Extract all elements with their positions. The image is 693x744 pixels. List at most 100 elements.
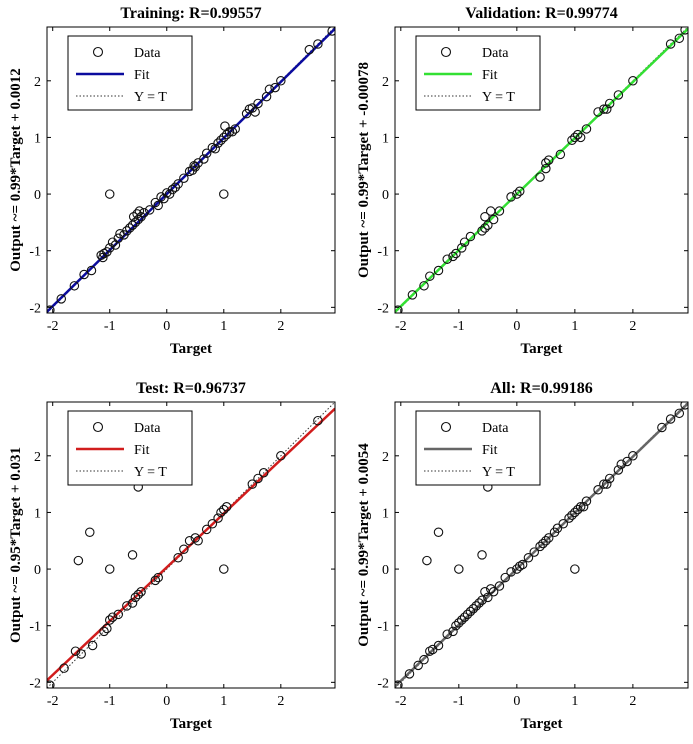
- training-data-point: [159, 193, 169, 204]
- training-legend-label: Data: [134, 46, 161, 61]
- training-data-point: [201, 148, 212, 159]
- test-data-point: [193, 536, 203, 546]
- test-x-axis-label: Target: [170, 716, 212, 732]
- test-title: Test: R=0.96737: [136, 380, 246, 397]
- validation-data-point: [680, 27, 688, 35]
- validation-y-tick-label: 2: [382, 75, 389, 90]
- training-data-point: [170, 182, 181, 193]
- test-y-axis-label: Output ~= 0.95*Target + 0.031: [8, 447, 24, 643]
- test-data-point: [47, 680, 55, 688]
- validation-data-point: [570, 132, 580, 143]
- validation-data-point: [494, 206, 505, 216]
- test-data-point: [104, 615, 115, 625]
- all-data-point: [552, 523, 563, 534]
- all-y-tick-label: -1: [377, 620, 389, 635]
- all-panel: -2 -1 0 1 2 -2 -1 0 1 2 All: R=0.99186 Target Output…: [356, 380, 689, 732]
- all-data-point: [413, 660, 423, 671]
- validation-data-point: [459, 237, 470, 247]
- all-data-point: [628, 451, 638, 461]
- training-data-point: [227, 127, 238, 137]
- validation-data-point: [541, 163, 551, 174]
- training-x-axis-label: Target: [170, 341, 212, 357]
- all-x-tick-label: -1: [453, 694, 465, 709]
- training-data-point: [113, 233, 124, 243]
- validation-axes-frame: [394, 26, 689, 314]
- validation-data-point: [395, 305, 403, 313]
- validation-data-point: [483, 220, 493, 230]
- all-data-point: [523, 552, 534, 563]
- training-data-point: [122, 226, 132, 236]
- all-data-point: [395, 680, 403, 688]
- all-data-point: [433, 640, 444, 651]
- training-data-point: [216, 135, 226, 146]
- validation-data-point: [477, 226, 487, 236]
- all-data-point: [604, 473, 615, 484]
- all-data-point: [599, 479, 609, 489]
- all-y-tick-label: 0: [382, 563, 389, 578]
- training-data-point: [221, 129, 232, 140]
- training-data-point: [150, 197, 161, 208]
- all-data-point: [506, 567, 516, 577]
- validation-data-point: [628, 76, 638, 86]
- test-data-point: [190, 533, 201, 543]
- test-data-point: [179, 544, 189, 554]
- test-data-point: [201, 524, 212, 535]
- all-x-tick-label: 1: [571, 694, 578, 709]
- all-data-point: [622, 456, 632, 467]
- training-data-point: [79, 269, 89, 280]
- all-data-point: [459, 612, 470, 622]
- test-data-point: [102, 623, 112, 634]
- all-data-point: [500, 572, 510, 583]
- all-data-point: [485, 584, 496, 594]
- all-data-point: [471, 601, 481, 611]
- all-title: All: R=0.99186: [490, 380, 592, 397]
- test-data-point: [122, 601, 132, 611]
- test-legend-label: Data: [134, 421, 161, 436]
- validation-data-point: [419, 281, 429, 291]
- all-data-point: [454, 564, 464, 574]
- test-data-point: [219, 504, 229, 515]
- training-data-point: [219, 132, 229, 143]
- all-data-point: [616, 459, 627, 470]
- test-data-point: [73, 555, 84, 566]
- training-data-point: [304, 44, 315, 55]
- test-data-point: [59, 663, 69, 673]
- all-fit-line: [395, 402, 688, 688]
- training-data-point: [69, 281, 80, 291]
- all-axes-frame: [394, 401, 689, 689]
- training-data-point: [264, 84, 275, 95]
- all-y-tick-label: -2: [377, 676, 389, 691]
- all-data-point: [575, 502, 586, 512]
- validation-data-point: [480, 211, 490, 222]
- test-legend-box: [67, 410, 193, 486]
- training-panel: -2 -1 0 1 2 -2 -1 0 1 2 Training: R=0.99557 Target O…: [8, 5, 336, 357]
- training-data-point: [167, 184, 178, 195]
- test-plot-area: [47, 402, 335, 688]
- training-data-point: [224, 127, 235, 137]
- all-data-point: [570, 507, 580, 518]
- test-data-point: [213, 513, 223, 523]
- all-y-tick-label: 2: [382, 450, 389, 465]
- all-data-point: [657, 422, 667, 433]
- training-y-tick-label: 2: [34, 75, 41, 90]
- test-axes-frame: [46, 401, 336, 689]
- all-x-tick-label: 2: [629, 694, 636, 709]
- all-y-axis-label: Output ~= 0.99*Target + 0.0054: [356, 443, 372, 647]
- training-fit-line: [47, 27, 335, 313]
- training-x-tick-label: -2: [47, 319, 59, 334]
- test-x-tick-label: 1: [220, 694, 227, 709]
- validation-data-point: [465, 231, 476, 242]
- validation-legend-label: Y = T: [482, 90, 515, 105]
- validation-legend: Data Fit Y = T: [415, 35, 541, 111]
- test-data-point: [219, 564, 229, 574]
- validation-y-tick-label: 1: [382, 131, 389, 146]
- training-x-tick-label: 0: [163, 319, 170, 334]
- validation-x-tick-label: -2: [395, 319, 407, 334]
- validation-data-point: [535, 172, 545, 182]
- training-data-point: [270, 82, 280, 93]
- all-legend: Data Fit Y = T: [415, 410, 541, 486]
- training-data-point: [139, 208, 149, 218]
- validation-y-tick-label: -2: [377, 301, 389, 316]
- training-title: Training: R=0.99557: [120, 5, 261, 22]
- all-data-point: [558, 519, 569, 529]
